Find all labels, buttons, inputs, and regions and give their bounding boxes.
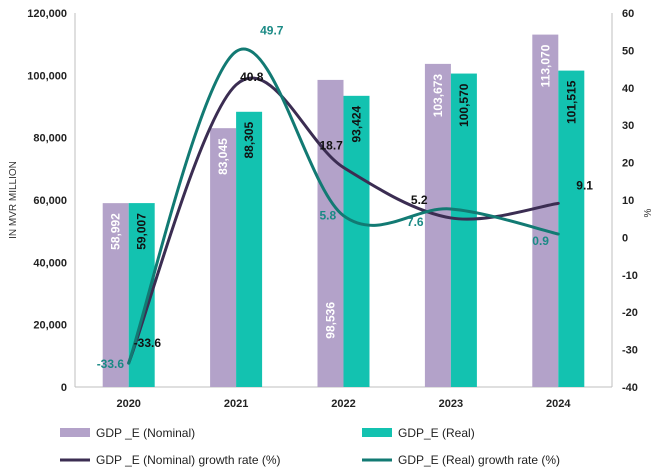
- bar-data-label: 58,992: [109, 213, 123, 250]
- y2-tick-label: -30: [622, 345, 638, 357]
- y-tick-label: 20,000: [33, 320, 67, 332]
- line-data-label: 18.7: [320, 138, 344, 152]
- y-tick-label: 120,000: [27, 8, 67, 20]
- bar-data-label: 101,515: [564, 80, 578, 124]
- y2-tick-label: 10: [622, 195, 634, 207]
- bar: [532, 34, 559, 387]
- legend-label: GDP_E (Real): [398, 426, 475, 440]
- bar: [424, 63, 451, 388]
- x-tick-label: 2021: [224, 398, 248, 410]
- x-tick-label: 2023: [439, 398, 463, 410]
- x-axis-ticks: 2020 2021 2022 2023 2024: [116, 398, 571, 410]
- series-line: [127, 47, 560, 365]
- line-data-labels: -33.6 40.8 18.7 5.2 9.1 -33.6 49.7 5.8 7.6 0.9: [97, 24, 594, 372]
- y-tick-label: 0: [61, 382, 67, 394]
- bar-data-labels: 58,992 83,045 98,536 103,673 113,070 59,007 88…: [109, 44, 579, 338]
- bar: [317, 79, 344, 388]
- line-series: [127, 47, 560, 365]
- bar: [236, 111, 263, 388]
- bar-data-label: 88,305: [242, 121, 256, 158]
- y2-tick-label: 20: [622, 158, 634, 170]
- legend: GDP _E (Nominal) GDP_E (Real) GDP _E (Nomi…: [60, 426, 560, 467]
- line-data-label: 40.8: [240, 70, 264, 84]
- bar: [343, 95, 370, 387]
- series-line: [127, 76, 560, 365]
- line-data-label: -33.6: [97, 357, 125, 371]
- legend-label: GDP_E (Real) growth rate (%): [398, 453, 560, 467]
- y2-tick-label: 60: [622, 8, 634, 20]
- legend-swatch: [60, 428, 90, 437]
- y2-tick-label: 30: [622, 120, 634, 132]
- legend-swatch: [362, 428, 392, 437]
- legend-label: GDP _E (Nominal): [96, 426, 195, 440]
- bar: [558, 70, 585, 388]
- bar: [210, 128, 237, 387]
- line-data-label: -33.6: [134, 336, 162, 350]
- line-data-label: 7.6: [407, 215, 424, 229]
- bar-series: [102, 34, 585, 388]
- bar-data-label: 113,070: [538, 44, 552, 87]
- y-tick-label: 100,000: [27, 70, 67, 82]
- y2-tick-label: 0: [622, 232, 628, 244]
- y-tick-label: 80,000: [33, 133, 67, 145]
- bar-data-label: 59,007: [135, 213, 149, 250]
- bar-data-label: 98,536: [324, 302, 338, 339]
- line-data-label: 0.9: [532, 234, 549, 248]
- line-data-label: 49.7: [260, 24, 284, 38]
- y2-tick-label: 40: [622, 83, 634, 95]
- legend-label: GDP _E (Nominal) growth rate (%): [96, 453, 281, 467]
- x-tick-label: 2022: [331, 398, 355, 410]
- y2-axis-title: %: [643, 208, 654, 217]
- y2-tick-label: -10: [622, 270, 638, 282]
- y2-tick-label: -40: [622, 382, 638, 394]
- y-tick-label: 40,000: [33, 257, 67, 269]
- left-axis-ticks: 0 20,000 40,000 60,000 80,000 100,000 120,000: [27, 8, 67, 394]
- y-tick-label: 60,000: [33, 195, 67, 207]
- y2-tick-label: -20: [622, 307, 638, 319]
- right-axis-ticks: -40 -30 -20 -10 0 10 20 30 40 50 60: [622, 8, 638, 394]
- bar: [450, 73, 477, 388]
- line-data-label: 9.1: [576, 178, 593, 192]
- bar-data-label: 103,673: [431, 74, 445, 118]
- bar-data-label: 93,424: [350, 106, 364, 143]
- x-tick-label: 2020: [116, 398, 140, 410]
- line-data-label: 5.2: [411, 193, 428, 207]
- x-tick-label: 2024: [546, 398, 571, 410]
- line-data-label: 5.8: [320, 209, 337, 223]
- y-axis-title: IN MVR MILLION: [8, 161, 19, 239]
- y2-tick-label: 50: [622, 45, 634, 57]
- bar: [102, 203, 129, 387]
- bar-data-label: 100,570: [457, 83, 471, 127]
- bar-data-label: 83,045: [216, 138, 230, 175]
